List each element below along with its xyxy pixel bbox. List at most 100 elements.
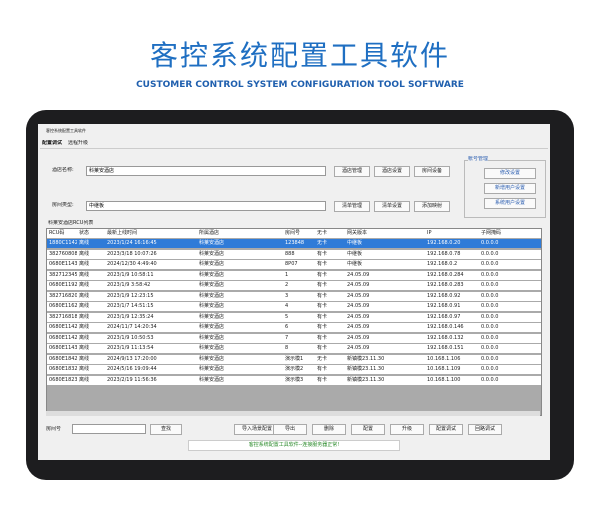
hotel-select[interactable]: 科莱安酒店: [86, 166, 326, 176]
column-header: RCU码: [47, 229, 78, 238]
cell: 2023/1/9 11:13:54: [105, 344, 198, 353]
cell: 科莱安酒店: [197, 260, 284, 269]
label: 房间号: [46, 426, 62, 432]
column-header: 网关版本: [345, 229, 426, 238]
cell: 0680E1832339: [47, 365, 78, 374]
cell: 0680E1192534: [47, 281, 78, 290]
cell: 科莱安酒店: [197, 239, 284, 248]
cell: 0680E1823432: [47, 375, 78, 385]
button[interactable]: 配置调试: [429, 424, 463, 435]
button[interactable]: 导出: [273, 424, 307, 435]
close: [536, 126, 544, 134]
column-header: 最新上线时间: [105, 229, 198, 238]
cell: 192.168.0.78: [425, 249, 480, 259]
cell: 8: [283, 344, 316, 353]
cell: 24.05.09: [345, 323, 426, 332]
cell: 科莱安酒店: [197, 312, 284, 322]
button[interactable]: 新增用户设置: [484, 183, 536, 194]
group-title: 科莱安酒店RCU列表: [48, 220, 94, 226]
cell: 2023/3/18 10:07:26: [105, 249, 198, 259]
cell: 无卡: [315, 239, 346, 248]
cell: 0.0.0.0: [479, 281, 541, 290]
window-title: 客控系统配置工具软件: [46, 128, 86, 133]
cell: 4: [283, 302, 316, 311]
button[interactable]: 配置: [351, 424, 385, 435]
cell: 离线: [77, 333, 106, 343]
button[interactable]: 删除: [312, 424, 346, 435]
button[interactable]: 系统用户设置: [484, 198, 536, 209]
cell: 离线: [77, 302, 106, 311]
cell: 离线: [77, 291, 106, 301]
button[interactable]: 清单设置: [374, 201, 410, 212]
cell: 离线: [77, 312, 106, 322]
button[interactable]: 添加映射: [414, 201, 450, 212]
button[interactable]: 酒店设置: [374, 166, 410, 177]
button[interactable]: 酒店管理: [334, 166, 370, 177]
cell: 192.168.0.97: [425, 312, 480, 322]
search-input[interactable]: [72, 424, 146, 434]
cell: 382760808080: [47, 249, 78, 259]
cell: 科莱安酒店: [197, 270, 284, 280]
cell: 有卡: [315, 365, 346, 374]
table: RCU码 状态 最新上线时间 所属酒店 房间号 无卡 网关版本 IP 子网掩码 1880C1142…: [46, 228, 542, 416]
cell: 192.168.0.151: [425, 344, 480, 353]
cell: 无卡: [315, 354, 346, 364]
cell: 科莱安酒店: [197, 365, 284, 374]
cell: 新镇模23.11.30: [345, 354, 426, 364]
cell: 新镇模23.11.30: [345, 365, 426, 374]
cell: 有卡: [315, 375, 346, 385]
cell: 2023/1/9 3:58:42: [105, 281, 198, 290]
cell: 有卡: [315, 281, 346, 290]
scrollbar: [46, 411, 540, 416]
cell: 有卡: [315, 260, 346, 269]
cell: 2023/1/7 14:51:15: [105, 302, 198, 311]
cell: 192.168.0.92: [425, 291, 480, 301]
cell: 24.05.09: [345, 270, 426, 280]
cell: 2023/2/19 11:56:36: [105, 375, 198, 385]
cell: 离线: [77, 239, 106, 248]
cell: 0680E1142934: [47, 323, 78, 332]
title: 客控系统配置工具软件: [149, 39, 450, 72]
button[interactable]: 回路调试: [468, 424, 502, 435]
button[interactable]: 房间设备: [414, 166, 450, 177]
column-header: 房间号: [283, 229, 316, 238]
tab-line: [40, 148, 548, 149]
cell: 演示模1: [283, 354, 316, 364]
room-select[interactable]: 中继板: [86, 201, 326, 211]
cell: 0.0.0.0: [479, 302, 541, 311]
cell: 192.168.0.146: [425, 323, 480, 332]
cell: 24.05.09: [345, 281, 426, 290]
cell: 演示模3: [283, 375, 316, 385]
cell: 0.0.0.0: [479, 375, 541, 385]
group-title: 帐号管理: [468, 156, 489, 163]
cell: 24.05.09: [345, 291, 426, 301]
cell: 0680E1842534: [47, 354, 78, 364]
cell: 科莱安酒店: [197, 375, 284, 385]
button[interactable]: 修改设置: [484, 168, 536, 179]
cell: 24.05.09: [345, 344, 426, 353]
cell: 有卡: [315, 270, 346, 280]
cell: 离线: [77, 270, 106, 280]
column-header: 状态: [77, 229, 106, 238]
cell: 24.05.09: [345, 333, 426, 343]
cell: 离线: [77, 323, 106, 332]
cell: 2: [283, 281, 316, 290]
cell: 0.0.0.0: [479, 323, 541, 332]
column-header: 无卡: [315, 229, 346, 238]
button[interactable]: 查找: [150, 424, 182, 435]
cell: 192.168.0.2: [425, 260, 480, 269]
button[interactable]: 清单管理: [334, 201, 370, 212]
tab[interactable]: 远程升级: [68, 140, 89, 146]
tab[interactable]: 配置调试: [42, 140, 63, 146]
button[interactable]: 升级: [390, 424, 424, 435]
cell: 10.168.1.109: [425, 365, 480, 374]
cell: 离线: [77, 375, 106, 385]
cell: 0.0.0.0: [479, 260, 541, 269]
cell: 192.168.0.91: [425, 302, 480, 311]
cell: 离线: [77, 354, 106, 364]
cell: 8P07: [283, 260, 316, 269]
cell: 2024/9/13 17:20:00: [105, 354, 198, 364]
cell: 0680E1143534: [47, 344, 78, 353]
cell: 382716820803: [47, 291, 78, 301]
